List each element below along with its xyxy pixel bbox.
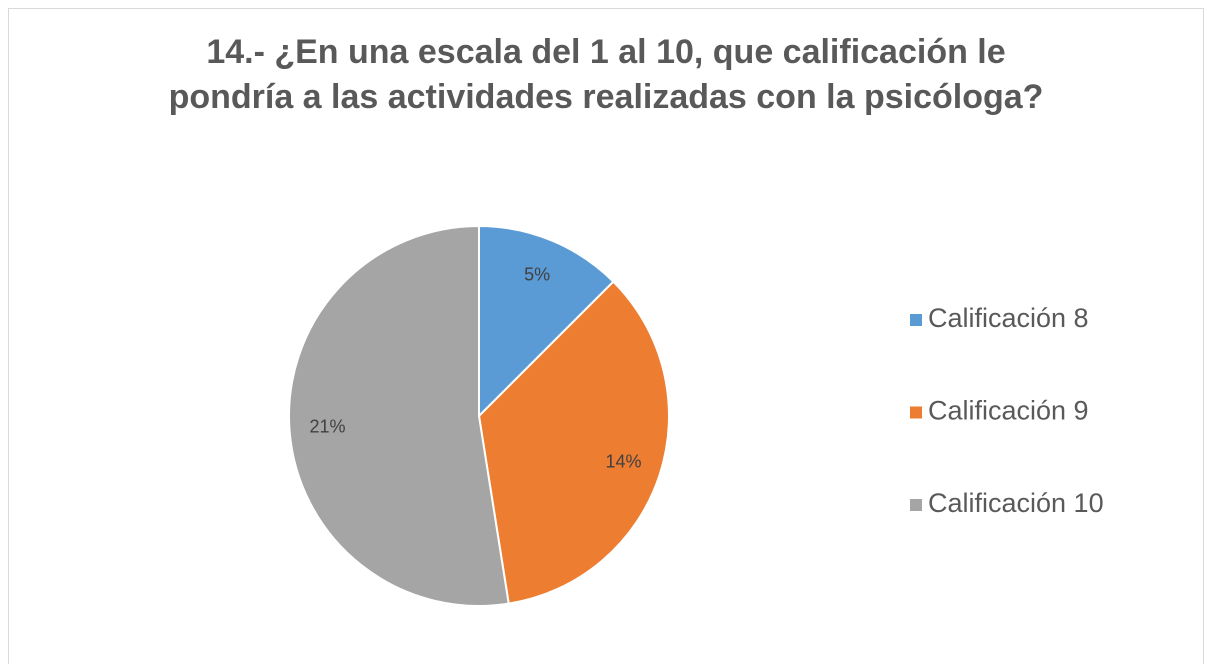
legend-label: Calificación 10 [928,488,1104,518]
legend-swatch [910,406,922,419]
data-label: 14% [606,452,642,472]
chart-frame [8,8,1204,664]
data-label: 21% [309,417,345,437]
legend-label: Calificación 8 [928,303,1089,333]
chart-title: 14.- ¿En una escala del 1 al 10, que cal… [168,33,1044,116]
data-label: 5% [524,264,550,284]
pie-slice [288,224,510,607]
pie-slice [477,280,670,605]
legend-swatch [910,499,922,511]
legend-label: Calificación 9 [928,396,1089,426]
legend-swatch [910,314,922,326]
pie-slice [478,224,615,419]
